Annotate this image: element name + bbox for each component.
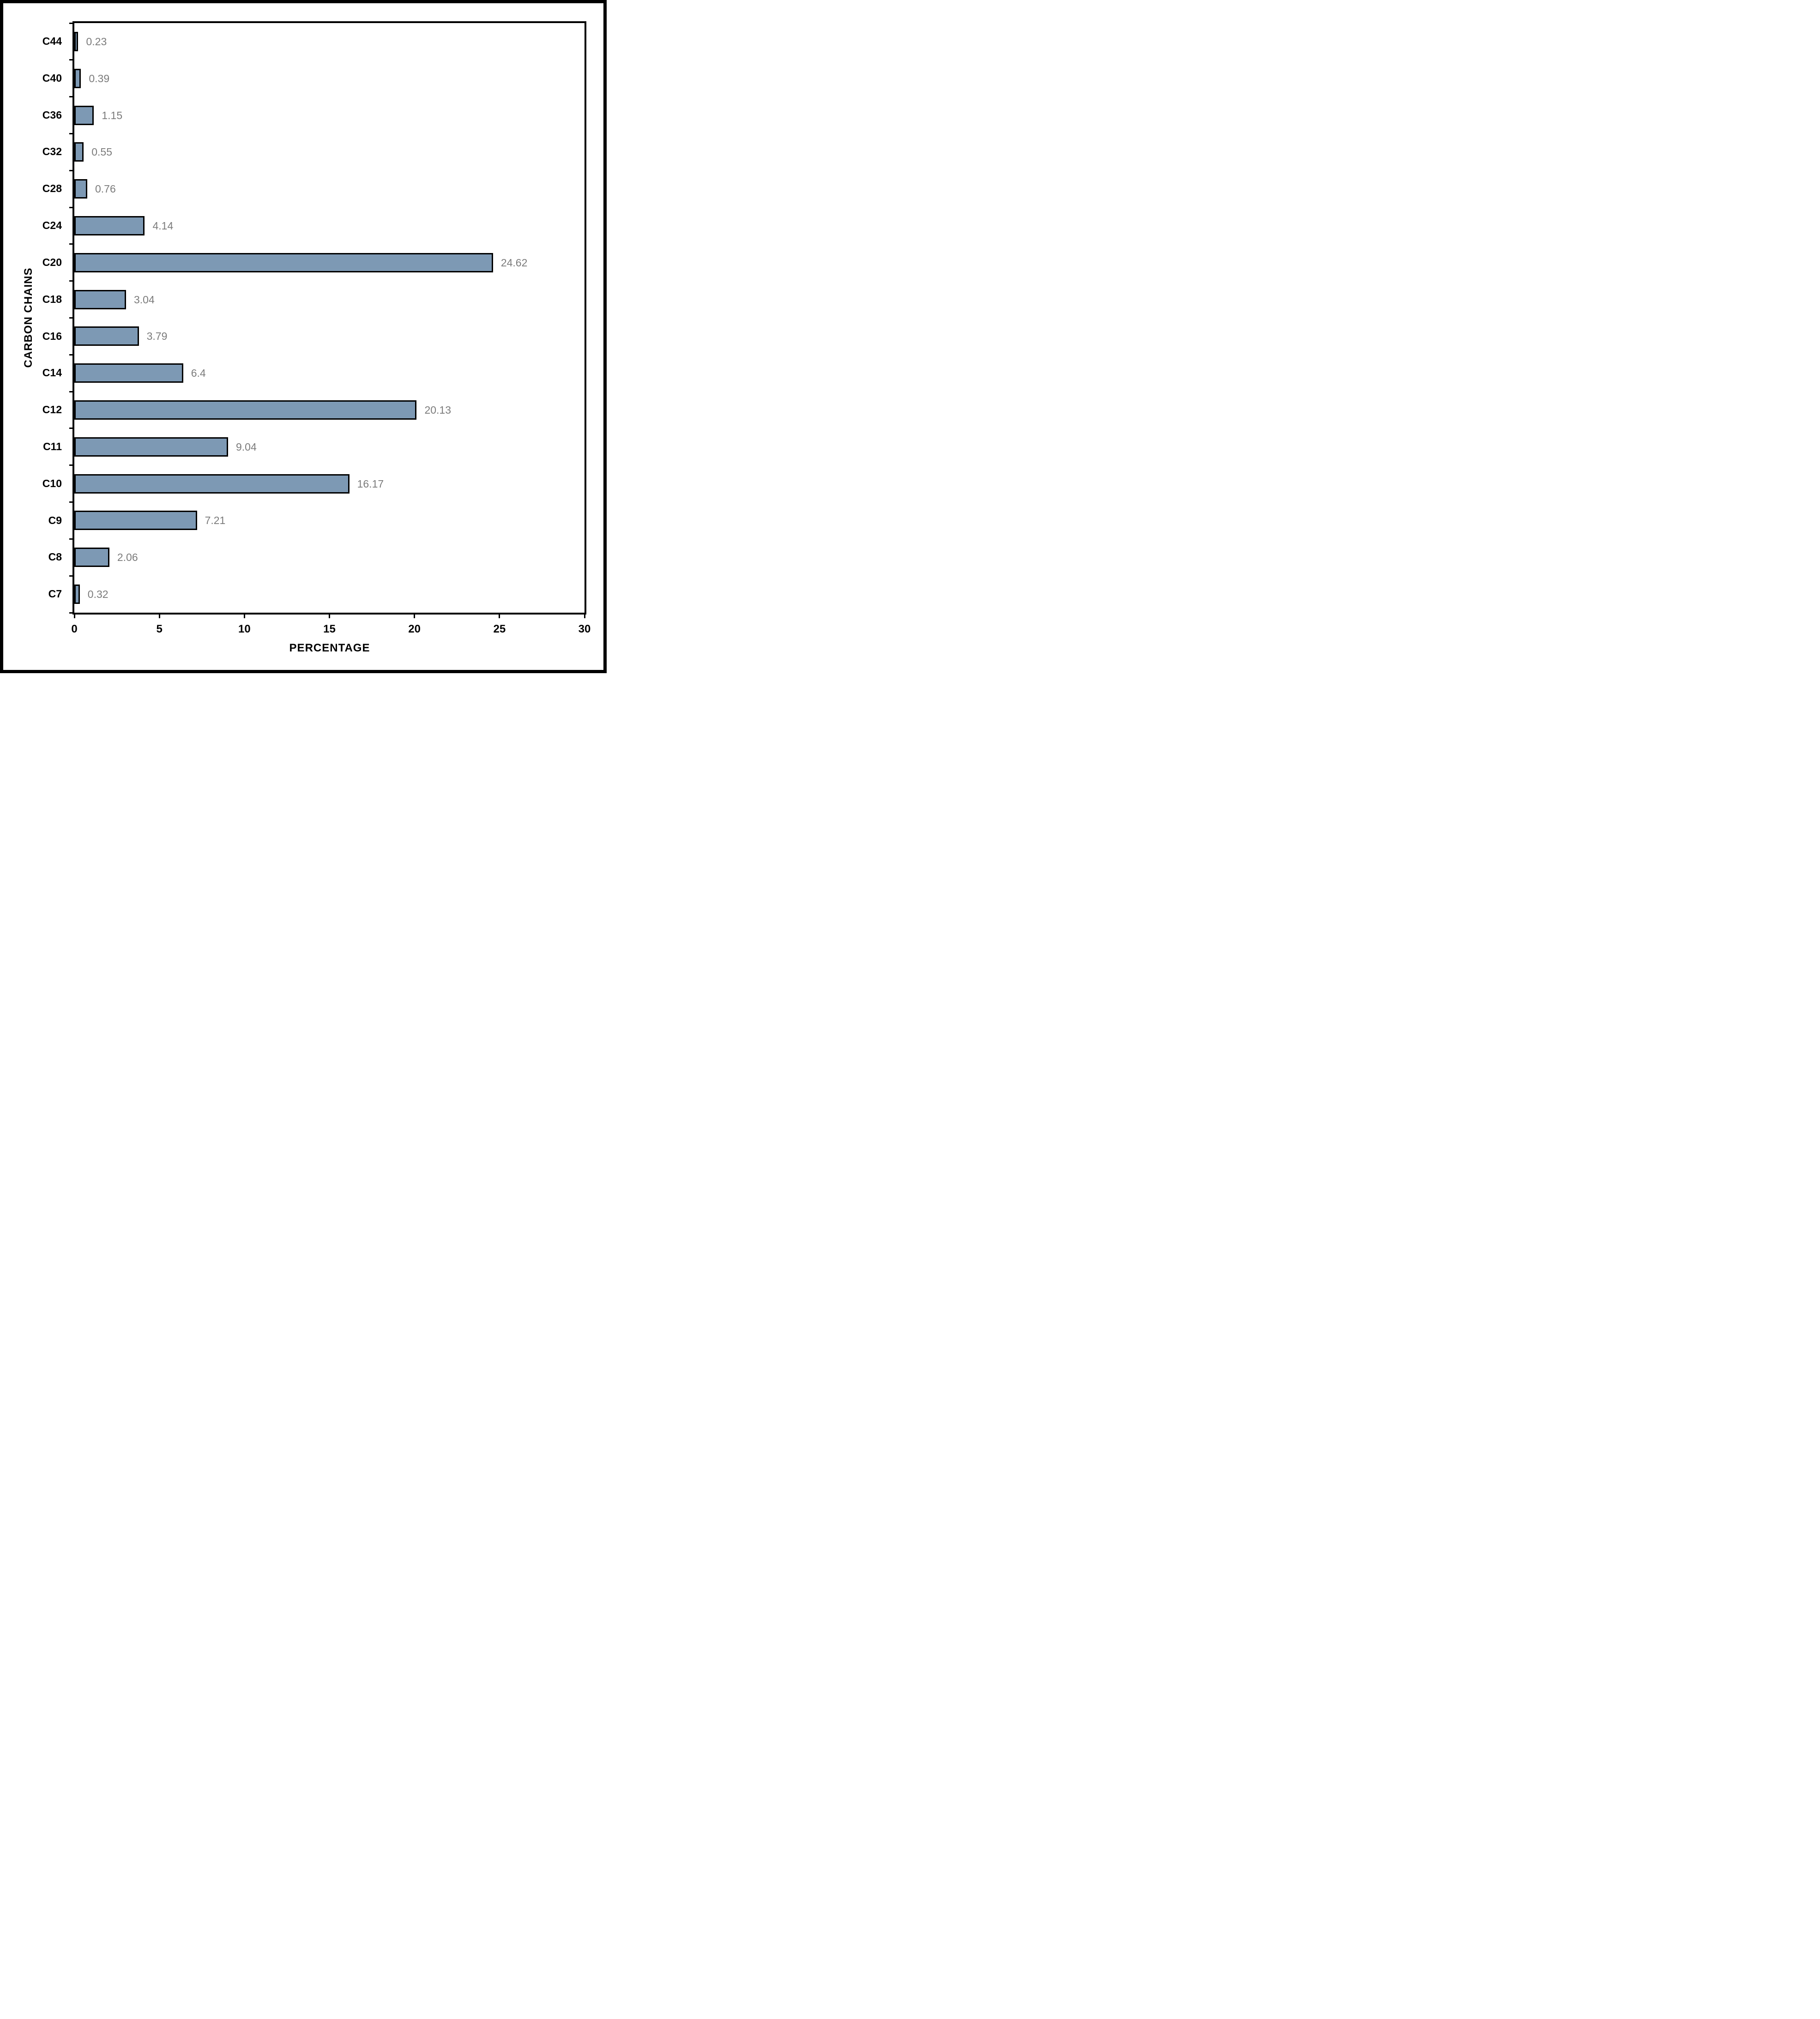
- bar: [74, 142, 84, 162]
- category-label: C36: [42, 108, 62, 121]
- y-axis-tick: [69, 612, 74, 614]
- bar-value-label: 0.23: [86, 35, 107, 48]
- x-axis-tick: [243, 615, 245, 618]
- y-axis-tick: [69, 169, 74, 171]
- bar: [74, 253, 493, 272]
- y-axis-tick: [69, 575, 74, 577]
- bar: [74, 179, 87, 199]
- bar: [74, 437, 228, 457]
- bar-value-label: 3.79: [146, 330, 168, 343]
- bar-value-label: 4.14: [152, 219, 174, 232]
- y-axis-tick: [69, 391, 74, 392]
- x-axis-tick: [73, 615, 75, 618]
- x-axis-tick: [584, 615, 585, 618]
- y-axis-tick: [69, 464, 74, 466]
- category-label: C40: [42, 72, 62, 84]
- x-axis-tick: [329, 615, 330, 618]
- bar-value-label: 24.62: [500, 256, 528, 269]
- x-tick-label: 5: [156, 623, 163, 635]
- x-tick-label: 25: [493, 623, 506, 635]
- category-label: C9: [48, 514, 62, 526]
- bar: [74, 289, 126, 309]
- x-axis-tick: [414, 615, 416, 618]
- y-axis-tick: [69, 59, 74, 61]
- bar: [74, 105, 94, 125]
- x-axis-title: PERCENTAGE: [289, 642, 370, 654]
- bar-value-label: 1.15: [102, 109, 123, 121]
- bar-value-label: 20.13: [424, 404, 452, 416]
- y-axis-tick: [69, 133, 74, 134]
- bar-value-label: 16.17: [357, 477, 384, 490]
- x-tick-label: 20: [408, 623, 421, 635]
- bar: [74, 31, 78, 51]
- bar: [74, 363, 183, 383]
- category-label: C32: [42, 145, 62, 158]
- category-label: C28: [42, 182, 62, 195]
- category-label: C8: [48, 551, 62, 563]
- y-axis-tick: [69, 354, 74, 356]
- category-label: C10: [42, 477, 62, 489]
- category-label: C20: [42, 256, 62, 268]
- bar-value-label: 2.06: [117, 551, 138, 564]
- bar-value-label: 7.21: [205, 514, 226, 527]
- y-axis-tick: [69, 280, 74, 282]
- x-tick-label: 15: [323, 623, 336, 635]
- bar: [74, 548, 109, 567]
- y-axis-tick: [69, 501, 74, 503]
- bar: [74, 585, 80, 604]
- category-label: C44: [42, 35, 62, 47]
- category-label: C12: [42, 404, 62, 416]
- x-axis-tick: [499, 615, 500, 618]
- y-axis-tick: [69, 317, 74, 319]
- y-axis-tick: [69, 538, 74, 540]
- x-tick-label: 10: [238, 623, 251, 635]
- plot-area: 0.23 0.39 1.15 0.55 0.76 4.14 24.62 3.04 3.79 6.4…: [69, 21, 586, 615]
- category-label: C7: [48, 588, 62, 600]
- bar: [74, 68, 81, 88]
- bar: [74, 326, 139, 346]
- category-label: C14: [42, 367, 62, 379]
- bar: [74, 216, 145, 235]
- x-axis-tick: [158, 615, 160, 618]
- y-axis-tick: [69, 243, 74, 245]
- bar-value-label: 9.04: [235, 440, 257, 453]
- bar-value-label: 3.04: [133, 293, 155, 306]
- category-label: C16: [42, 330, 62, 342]
- bar-value-label: 0.55: [91, 146, 113, 158]
- y-axis-tick: [69, 96, 74, 98]
- bar-value-label: 0.39: [89, 72, 110, 84]
- category-label: C11: [43, 440, 62, 452]
- y-axis-tick: [69, 22, 74, 24]
- category-label: C24: [42, 219, 62, 232]
- bar-value-label: 0.32: [87, 588, 108, 601]
- x-tick-label: 0: [71, 623, 78, 635]
- bar-value-label: 0.76: [95, 183, 116, 195]
- chart-figure: 0.23 0.39 1.15 0.55 0.76 4.14 24.62 3.04 3.79 6.4…: [0, 0, 607, 673]
- category-label: C18: [42, 293, 62, 305]
- y-axis-tick: [69, 428, 74, 429]
- x-tick-label: 30: [578, 623, 591, 635]
- bar: [74, 511, 197, 530]
- y-axis-tick: [69, 206, 74, 208]
- bar: [74, 474, 350, 494]
- bar-value-label: 6.4: [191, 367, 206, 380]
- bar: [74, 400, 417, 420]
